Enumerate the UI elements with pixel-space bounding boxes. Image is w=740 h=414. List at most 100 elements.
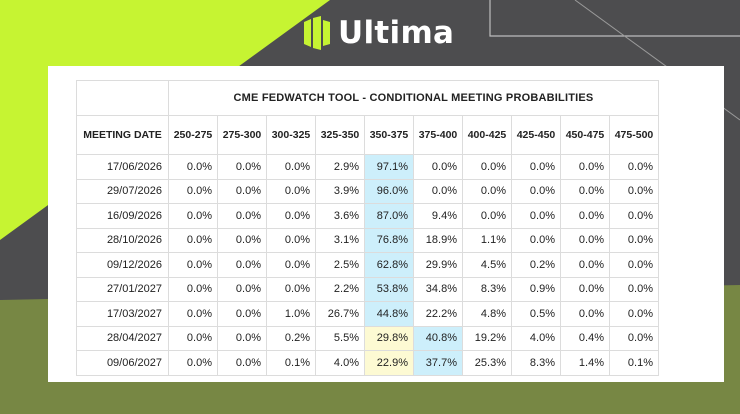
probability-cell: 0.0% (266, 203, 316, 229)
meeting-date-cell: 28/10/2026 (76, 227, 169, 253)
probability-cell: 9.4% (413, 203, 463, 229)
probability-cell: 4.0% (315, 350, 365, 376)
probability-cell: 0.1% (609, 350, 659, 376)
table-row: 17/03/2027 0.0% 0.0% 1.0% 26.7% 44.8% 22.2% 4.8… (76, 301, 659, 327)
column-header-rate: 250-275 (168, 115, 218, 155)
meeting-date-cell: 17/06/2026 (76, 154, 169, 180)
probability-cell: 0.0% (217, 178, 267, 204)
probability-cell: 0.0% (511, 203, 561, 229)
probability-cell: 0.0% (560, 203, 610, 229)
probability-cell: 22.9% (364, 350, 414, 376)
probabilities-table: CME FEDWATCH TOOL - CONDITIONAL MEETING … (76, 80, 659, 376)
probability-cell: 19.2% (462, 325, 512, 351)
probability-cell: 87.0% (364, 203, 414, 229)
probability-cell: 0.0% (462, 154, 512, 180)
probability-cell: 0.0% (560, 276, 610, 302)
probability-cell: 2.2% (315, 276, 365, 302)
probability-cell: 0.0% (413, 178, 463, 204)
probability-cell: 0.0% (511, 178, 561, 204)
probability-cell: 0.0% (168, 178, 218, 204)
probability-cell: 0.0% (609, 325, 659, 351)
probability-cell: 22.2% (413, 301, 463, 327)
probability-cell: 4.5% (462, 252, 512, 278)
probability-cell: 0.0% (168, 227, 218, 253)
table-body: 17/06/2026 0.0% 0.0% 0.0% 2.9% 97.1% 0.0% 0.0% 0… (76, 154, 659, 376)
probability-cell: 53.8% (364, 276, 414, 302)
column-header-rate: 350-375 (364, 115, 414, 155)
probability-cell: 1.0% (266, 301, 316, 327)
probability-cell: 44.8% (364, 301, 414, 327)
probability-cell: 0.0% (217, 301, 267, 327)
probability-cell: 3.9% (315, 178, 365, 204)
meeting-date-cell: 28/04/2027 (76, 325, 169, 351)
table-row: 16/09/2026 0.0% 0.0% 0.0% 3.6% 87.0% 9.4% 0.0% 0… (76, 203, 659, 229)
probability-cell: 37.7% (413, 350, 463, 376)
probability-cell: 8.3% (511, 350, 561, 376)
probability-cell: 0.0% (511, 154, 561, 180)
probability-cell: 26.7% (315, 301, 365, 327)
column-header-rate: 275-300 (217, 115, 267, 155)
probability-cell: 4.0% (511, 325, 561, 351)
probability-cell: 0.0% (266, 178, 316, 204)
probability-cell: 0.0% (560, 154, 610, 180)
probability-cell: 76.8% (364, 227, 414, 253)
fedwatch-panel: CME FEDWATCH TOOL - CONDITIONAL MEETING … (48, 66, 724, 382)
meeting-date-cell: 09/12/2026 (76, 252, 169, 278)
probability-cell: 0.0% (168, 350, 218, 376)
meeting-date-cell: 27/01/2027 (76, 276, 169, 302)
probability-cell: 3.1% (315, 227, 365, 253)
brand-name: Ultima (338, 15, 455, 51)
probability-cell: 0.0% (217, 203, 267, 229)
probability-cell: 0.0% (168, 276, 218, 302)
probability-cell: 18.9% (413, 227, 463, 253)
meeting-date-cell: 09/06/2027 (76, 350, 169, 376)
ultima-logo-icon (304, 16, 330, 50)
column-header-date: MEETING DATE (76, 115, 169, 155)
probability-cell: 96.0% (364, 178, 414, 204)
table-row: 28/10/2026 0.0% 0.0% 0.0% 3.1% 76.8% 18.9% 1.1%… (76, 227, 659, 253)
probability-cell: 0.0% (217, 227, 267, 253)
probability-cell: 0.0% (560, 227, 610, 253)
probability-cell: 29.8% (364, 325, 414, 351)
probability-cell: 0.0% (168, 325, 218, 351)
probability-cell: 62.8% (364, 252, 414, 278)
probability-cell: 0.1% (266, 350, 316, 376)
probability-cell: 0.0% (560, 178, 610, 204)
probability-cell: 97.1% (364, 154, 414, 180)
table-row: 17/06/2026 0.0% 0.0% 0.0% 2.9% 97.1% 0.0% 0.0% 0… (76, 154, 659, 180)
table-row: 09/12/2026 0.0% 0.0% 0.0% 2.5% 62.8% 29.9% 4.5%… (76, 252, 659, 278)
brand-logo: Ultima (304, 14, 454, 52)
probability-cell: 0.0% (609, 154, 659, 180)
table-row: 28/04/2027 0.0% 0.0% 0.2% 5.5% 29.8% 40.8% 19.2… (76, 325, 659, 351)
corner-cell (76, 80, 169, 116)
meeting-date-cell: 29/07/2026 (76, 178, 169, 204)
probability-cell: 0.0% (217, 252, 267, 278)
probability-cell: 0.0% (511, 227, 561, 253)
probability-cell: 0.0% (168, 203, 218, 229)
column-header-rate: 475-500 (609, 115, 659, 155)
table-row: 29/07/2026 0.0% 0.0% 0.0% 3.9% 96.0% 0.0% 0.0% 0… (76, 178, 659, 204)
probability-cell: 0.0% (168, 252, 218, 278)
meeting-date-cell: 17/03/2027 (76, 301, 169, 327)
probability-cell: 0.0% (560, 252, 610, 278)
probability-cell: 40.8% (413, 325, 463, 351)
column-header-rate: 400-425 (462, 115, 512, 155)
probability-cell: 34.8% (413, 276, 463, 302)
probability-cell: 0.0% (609, 276, 659, 302)
probability-cell: 0.0% (266, 227, 316, 253)
table-row: 09/06/2027 0.0% 0.0% 0.1% 4.0% 22.9% 37.7% 25.3… (76, 350, 659, 376)
probability-cell: 0.0% (266, 154, 316, 180)
probability-cell: 0.0% (609, 178, 659, 204)
meeting-date-cell: 16/09/2026 (76, 203, 169, 229)
table-title: CME FEDWATCH TOOL - CONDITIONAL MEETING … (168, 80, 659, 116)
probability-cell: 0.0% (462, 203, 512, 229)
probability-cell: 2.9% (315, 154, 365, 180)
probability-cell: 25.3% (462, 350, 512, 376)
probability-cell: 0.0% (609, 252, 659, 278)
probability-cell: 3.6% (315, 203, 365, 229)
probability-cell: 0.0% (609, 227, 659, 253)
probability-cell: 1.1% (462, 227, 512, 253)
probability-cell: 0.0% (217, 154, 267, 180)
probability-cell: 0.0% (560, 301, 610, 327)
probability-cell: 5.5% (315, 325, 365, 351)
